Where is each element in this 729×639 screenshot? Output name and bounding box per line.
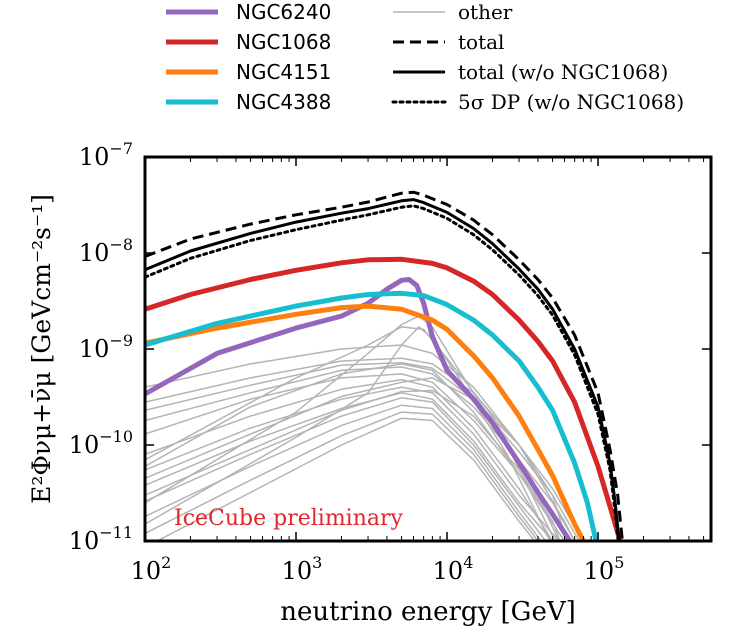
series-line-other-2 — [145, 378, 554, 541]
y-tick-label: 10−9 — [79, 331, 133, 363]
series-line-other-3 — [145, 386, 560, 541]
ticks-layer: 102 103 104 105 10−11 10−10 10−9 10−8 10−7 — [69, 139, 711, 585]
series-line-other-5 — [145, 397, 547, 541]
series-line-5-dp-w-o-ngc1068 — [145, 204, 620, 541]
legend-label-other: other — [458, 0, 513, 24]
legend-label-ngc4388: NGC4388 — [236, 90, 331, 114]
series-layer — [145, 190, 624, 541]
annotation-icecube-preliminary: IceCube preliminary — [174, 506, 404, 531]
x-tick-label: 104 — [433, 553, 474, 585]
series-line-ngc1068 — [145, 256, 623, 541]
y-tick-label: 10−8 — [79, 235, 133, 267]
legend-label-ngc1068: NGC1068 — [236, 30, 331, 54]
legend: NGC6240 NGC1068 NGC4151 NGC4388 other total to… — [166, 0, 684, 114]
series-line-other-18 — [145, 389, 561, 541]
series-line-other-13 — [145, 344, 576, 541]
legend-label-total: total — [458, 30, 504, 54]
series-line-other-17 — [145, 377, 568, 541]
x-tick-label: 103 — [282, 553, 323, 585]
y-tick-label: 10−11 — [69, 523, 133, 555]
series-line-other-10 — [145, 361, 580, 541]
series-line-ngc4388 — [145, 290, 599, 541]
series-line-total-w-o-ngc1068 — [145, 198, 621, 541]
series-line-other-4 — [145, 392, 554, 541]
series-line-ngc4151 — [145, 303, 586, 541]
legend-label-ngc4151: NGC4151 — [236, 60, 331, 84]
series-line-other-7 — [145, 411, 539, 541]
x-axis-label: neutrino energy [GeV] — [280, 597, 576, 627]
series-line-other-6 — [145, 404, 542, 541]
x-tick-label: 102 — [131, 553, 172, 585]
y-axis-label: E²Φνμ+ν̄μ [GeVcm⁻²s⁻¹] — [27, 194, 56, 504]
y-tick-label: 10−7 — [79, 139, 133, 171]
series-line-other-11 — [145, 357, 585, 541]
series-line-other-8 — [156, 417, 536, 541]
series-line-other-1 — [145, 373, 566, 541]
x-tick-label: 105 — [584, 553, 625, 585]
y-tick-label: 10−10 — [69, 427, 133, 459]
legend-label-5-dp-w-o-ngc1068: 5σ DP (w/o NGC1068) — [458, 90, 684, 114]
legend-label-total-w-o-ngc1068: total (w/o NGC1068) — [458, 60, 668, 84]
series-line-total — [145, 190, 624, 541]
legend-label-ngc6240: NGC6240 — [236, 0, 331, 24]
